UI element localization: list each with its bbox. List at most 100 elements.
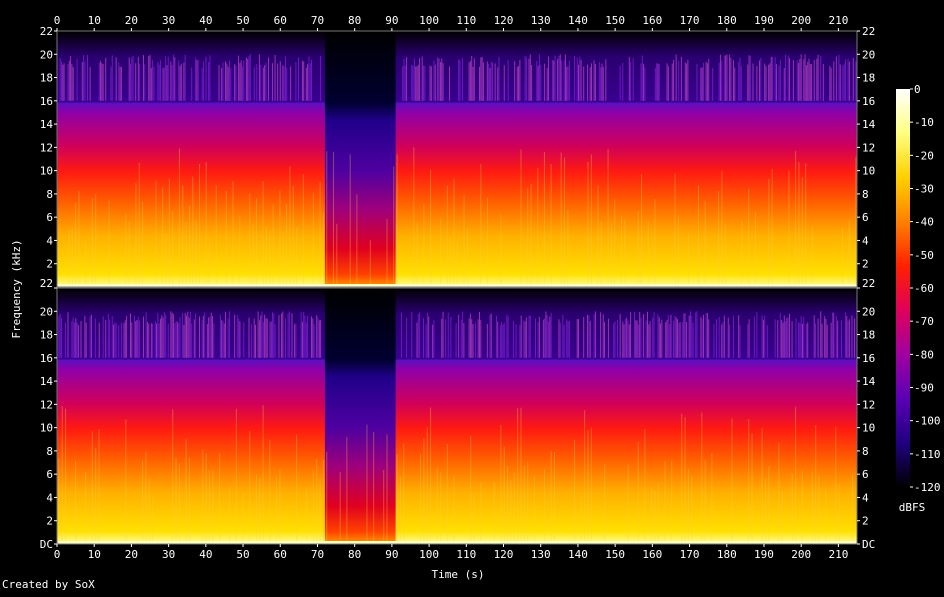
y-tick-label: 20 xyxy=(40,305,53,318)
y-tick-label: 16 xyxy=(40,352,53,365)
y-tick-label: 2 xyxy=(862,258,869,271)
x-tick-label: 120 xyxy=(494,14,514,27)
y-tick-label: 10 xyxy=(862,422,875,435)
y-tick-label: 20 xyxy=(40,48,53,61)
y-tick-label: 12 xyxy=(862,141,875,154)
y-tick-label: DC xyxy=(40,538,53,551)
x-tick-label: 0 xyxy=(54,548,61,561)
y-tick-label: 22 xyxy=(40,277,53,290)
y-tick-label: 4 xyxy=(46,491,53,504)
y-tick-label: 20 xyxy=(862,48,875,61)
x-tick-label: 70 xyxy=(311,14,324,27)
x-tick-label: 60 xyxy=(274,14,287,27)
colorbar-tick-label: 0 xyxy=(914,83,921,96)
x-tick-label: 40 xyxy=(199,548,212,561)
colorbar: 0 -10 -20 -30 -40 -50 -60 -70 -80 -90 -100 -110 -120 xyxy=(896,83,941,494)
x-axis-label: Time (s) xyxy=(432,568,485,581)
colorbar-tick-label: -60 xyxy=(914,282,934,295)
x-tick-label: 190 xyxy=(754,14,774,27)
x-tick-label: 20 xyxy=(125,14,138,27)
y-tick-label: 6 xyxy=(46,468,53,481)
x-tick-label: 140 xyxy=(568,14,588,27)
quiet-section xyxy=(324,288,396,544)
spectrogram-channel-2 xyxy=(56,287,858,545)
x-tick-label: 30 xyxy=(162,14,175,27)
y-tick-label: 12 xyxy=(40,141,53,154)
y-tick-label: 8 xyxy=(46,188,53,201)
x-tick-label: 120 xyxy=(494,548,514,561)
y-tick-label: 12 xyxy=(862,398,875,411)
x-tick-label: 140 xyxy=(568,548,588,561)
y-tick-label: 14 xyxy=(862,118,876,131)
y-tick-label: 16 xyxy=(862,352,875,365)
x-tick-label: 70 xyxy=(311,548,324,561)
x-tick-label: 110 xyxy=(456,14,476,27)
y-tick-label: 18 xyxy=(862,72,875,85)
x-tick-label: 200 xyxy=(791,548,811,561)
credit-text: Created by SoX xyxy=(2,578,95,591)
x-tick-label: 100 xyxy=(419,14,439,27)
x-tick-label: 90 xyxy=(385,14,398,27)
y-tick-label: 6 xyxy=(862,211,869,224)
colorbar-tick-label: -110 xyxy=(914,448,941,461)
x-tick-label: 210 xyxy=(828,14,848,27)
y-tick-label: DC xyxy=(862,538,875,551)
colorbar-label: dBFS xyxy=(899,501,926,514)
y-tick-label: 4 xyxy=(862,491,869,504)
x-tick-label: 100 xyxy=(419,548,439,561)
y-tick-label: 10 xyxy=(862,165,875,178)
x-tick-label: 60 xyxy=(274,548,287,561)
x-tick-label: 200 xyxy=(791,14,811,27)
spectrogram-channel-1 xyxy=(56,30,858,288)
colorbar-tick-label: -20 xyxy=(914,149,934,162)
x-tick-label: 130 xyxy=(531,548,551,561)
x-tick-label: 40 xyxy=(199,14,212,27)
x-tick-label: 80 xyxy=(348,548,361,561)
dc-band xyxy=(57,541,857,544)
x-tick-label: 110 xyxy=(456,548,476,561)
x-tick-label: 10 xyxy=(88,14,101,27)
y-tick-label: 4 xyxy=(46,234,53,247)
x-tick-label: 0 xyxy=(54,14,61,27)
spectral-energy xyxy=(57,31,857,287)
colorbar-tick-label: -40 xyxy=(914,216,934,229)
dc-band xyxy=(57,284,857,287)
x-tick-label: 150 xyxy=(605,548,625,561)
y-tick-label: 8 xyxy=(46,445,53,458)
y-tick-label: 10 xyxy=(40,165,53,178)
colorbar-tick-label: -10 xyxy=(914,116,934,129)
y-tick-label: 22 xyxy=(862,277,875,290)
y-tick-label: 6 xyxy=(862,468,869,481)
quiet-section xyxy=(324,31,396,287)
y-tick-label: 2 xyxy=(46,515,53,528)
x-tick-label: 90 xyxy=(385,548,398,561)
y-tick-label: 18 xyxy=(40,329,53,342)
y-tick-label: 14 xyxy=(40,375,54,388)
y-tick-label: 22 xyxy=(862,25,875,38)
colorbar-tick-label: -120 xyxy=(914,481,941,494)
colorbar-tick-label: -90 xyxy=(914,382,934,395)
x-tick-label: 210 xyxy=(828,548,848,561)
colorbar-tick-label: -70 xyxy=(914,315,934,328)
y-tick-label: 10 xyxy=(40,422,53,435)
y-tick-label: 8 xyxy=(862,188,869,201)
x-tick-label: 50 xyxy=(236,548,249,561)
y-tick-label: 18 xyxy=(862,329,875,342)
x-tick-label: 130 xyxy=(531,14,551,27)
y-tick-label: 8 xyxy=(862,445,869,458)
x-tick-label: 170 xyxy=(680,548,700,561)
plot-frame xyxy=(56,30,858,288)
y-tick-label: 14 xyxy=(40,118,54,131)
x-tick-label: 150 xyxy=(605,14,625,27)
y-axis-label: Frequency (kHz) xyxy=(10,239,23,338)
y-tick-label: 20 xyxy=(862,305,875,318)
colorbar-tick-label: -30 xyxy=(914,183,934,196)
colorbar-tick-label: -100 xyxy=(914,415,941,428)
y-tick-label: 6 xyxy=(46,211,53,224)
x-tick-label: 180 xyxy=(717,14,737,27)
y-tick-label: 2 xyxy=(862,515,869,528)
y-tick-label: 18 xyxy=(40,72,53,85)
y-tick-label: 16 xyxy=(862,95,875,108)
